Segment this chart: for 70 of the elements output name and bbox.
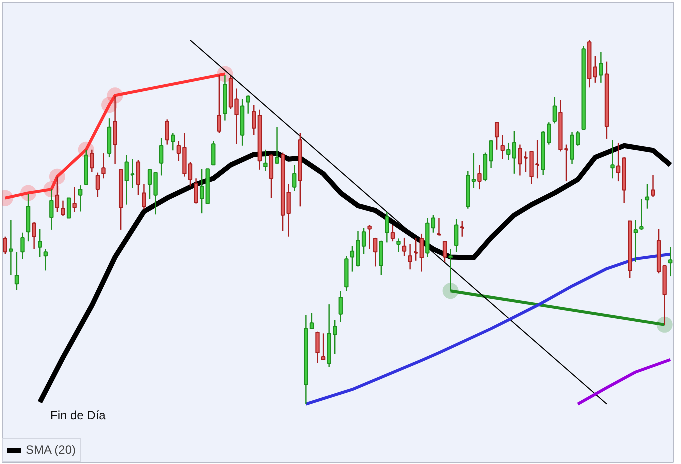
candlestick xyxy=(338,290,343,323)
candlestick xyxy=(374,237,378,268)
candlestick xyxy=(246,95,250,114)
candlestick xyxy=(200,168,204,214)
candlestick xyxy=(20,232,25,260)
candlestick xyxy=(171,132,176,152)
candlestick xyxy=(408,244,412,270)
candlestick xyxy=(436,218,442,236)
candlestick xyxy=(96,172,100,198)
candlestick xyxy=(136,160,141,196)
candlestick xyxy=(610,139,615,180)
candlestick xyxy=(634,220,638,263)
candlestick xyxy=(90,149,94,173)
candlestick xyxy=(3,236,8,255)
candlestick xyxy=(640,198,644,231)
point xyxy=(20,185,37,202)
candlestick xyxy=(494,122,500,150)
candlestick xyxy=(472,152,476,190)
candlestick xyxy=(402,237,407,257)
candlestick xyxy=(194,178,198,204)
candlestick xyxy=(442,241,448,263)
candlestick xyxy=(72,186,77,214)
candlestick xyxy=(390,224,396,242)
candlestick xyxy=(454,218,459,253)
candlestick xyxy=(142,184,146,210)
candlestick xyxy=(212,140,216,166)
candlestick xyxy=(165,119,170,146)
candlestick xyxy=(269,154,274,199)
candlestick xyxy=(368,224,372,250)
candlestick xyxy=(651,174,656,198)
candlestick xyxy=(413,237,419,262)
candlestick xyxy=(102,152,106,180)
candlestick xyxy=(14,252,20,291)
candlestick xyxy=(316,331,320,364)
candlestick xyxy=(217,74,222,134)
candlestick xyxy=(264,149,268,172)
point xyxy=(656,316,673,333)
candlestick xyxy=(61,200,66,218)
candlestick xyxy=(275,126,280,165)
candlestick xyxy=(396,238,401,253)
candlestick xyxy=(292,164,297,192)
point xyxy=(107,88,124,104)
candlestick xyxy=(500,134,505,160)
legend-label: SMA (20) xyxy=(26,443,76,457)
candlestick xyxy=(321,333,326,360)
candlestick xyxy=(159,138,164,176)
candlestick xyxy=(512,130,517,175)
candlestick xyxy=(478,164,482,190)
candlestick xyxy=(593,55,598,84)
candlestick xyxy=(9,220,14,276)
candlestick xyxy=(113,96,118,165)
candlestick xyxy=(599,51,604,84)
candlestick xyxy=(506,142,511,162)
point xyxy=(49,168,66,185)
candlestick xyxy=(645,184,650,210)
candlestick xyxy=(38,228,42,258)
point xyxy=(442,283,459,300)
candlestick xyxy=(252,104,256,136)
candlestick xyxy=(668,246,673,278)
candlestick xyxy=(55,176,60,214)
candlestick xyxy=(460,220,466,238)
candlestick xyxy=(552,96,558,124)
candlestick xyxy=(420,233,424,272)
candlestick xyxy=(44,248,48,272)
candlestick xyxy=(50,188,54,231)
candlestick xyxy=(78,184,83,212)
candlestick xyxy=(385,212,390,244)
candlestick xyxy=(32,222,36,250)
candlestick xyxy=(66,198,72,219)
text: Fin de Día xyxy=(50,408,106,422)
